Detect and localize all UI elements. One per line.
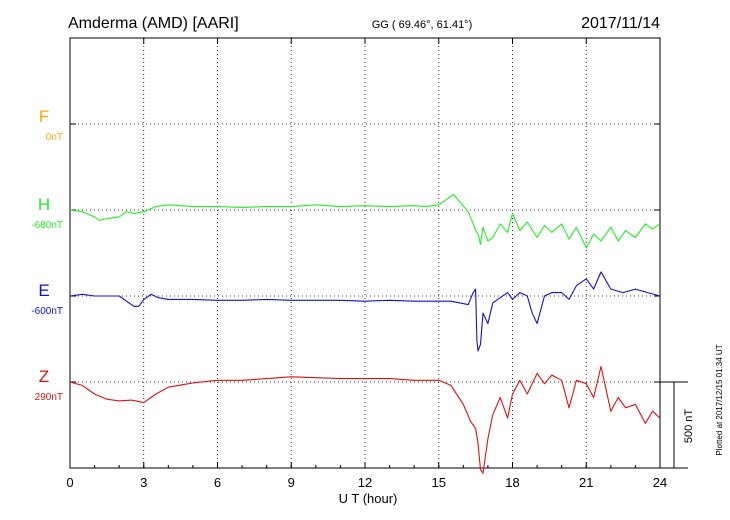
- x-tick-label: 0: [66, 475, 73, 490]
- series-baseline-Z: 290nT: [35, 392, 63, 403]
- scale-bar: 500 nT: [660, 381, 695, 469]
- series-line-Z: [69, 365, 661, 474]
- x-tick-label: 21: [579, 475, 593, 490]
- series-baseline-H: -680nT: [31, 220, 63, 231]
- series-line-H: [69, 193, 661, 249]
- chart-title: Amderma (AMD) [AARI]: [68, 15, 239, 32]
- chart-date: 2017/11/14: [581, 15, 660, 32]
- x-tick-label: 9: [288, 475, 295, 490]
- series-name-E: E: [38, 281, 49, 300]
- series-name-Z: Z: [39, 367, 49, 386]
- series-name-H: H: [38, 195, 50, 214]
- x-tick-label: 24: [653, 475, 667, 490]
- x-tick-label: 12: [358, 475, 372, 490]
- series-name-F: F: [39, 107, 49, 126]
- x-tick-label: 6: [214, 475, 221, 490]
- x-tick-label: 15: [432, 475, 446, 490]
- series-lines: [69, 193, 661, 474]
- series-line-E: [69, 271, 661, 352]
- x-axis-ticks: 0 3 6 9 12 15 18 21 24: [66, 38, 667, 490]
- grid-lines: [70, 38, 660, 468]
- plotted-timestamp: Plotted at 2017/12/15 01:34 UT: [715, 344, 724, 455]
- x-tick-label: 18: [505, 475, 519, 490]
- x-axis-label: U T (hour): [339, 491, 398, 506]
- scale-bar-label: 500 nT: [683, 409, 695, 444]
- series-baseline-F: 0nT: [46, 132, 63, 143]
- station-coordinates: GG ( 69.46°, 61.41°): [372, 19, 473, 31]
- series-labels: F 0nT H -680nT E -600nT Z 290nT: [31, 107, 63, 403]
- series-baseline-E: -600nT: [31, 306, 63, 317]
- x-tick-label: 3: [140, 475, 147, 490]
